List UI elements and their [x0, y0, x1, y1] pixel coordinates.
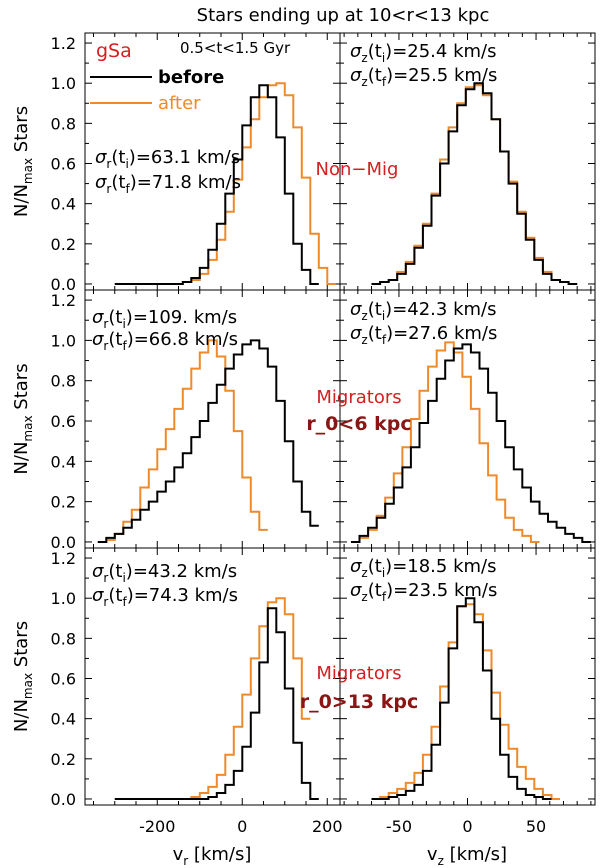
- y-axis-label: N/Nmax Stars: [11, 363, 35, 474]
- x-tick-label: 200: [312, 817, 343, 836]
- sigma-ti-annotation: σr(ti)=43.2 km/s: [92, 561, 237, 585]
- y-tick-label: 0.4: [51, 710, 76, 729]
- y-tick-label: 0.4: [51, 452, 76, 471]
- hist-before-2-left: [114, 607, 319, 800]
- legend-after-label: after: [158, 93, 201, 114]
- y-tick-label: 1.0: [51, 331, 76, 350]
- sigma-ti-annotation: σz(ti)=18.5 km/s: [350, 556, 496, 580]
- y-tick-label: 0.8: [51, 372, 76, 391]
- y-tick-label: 0.0: [51, 533, 76, 552]
- y-tick-label: 0.6: [51, 155, 76, 174]
- y-tick-label: 0.2: [51, 493, 76, 512]
- sigma-tf-annotation: σr(tf)=74.3 km/s: [92, 585, 238, 609]
- row-sublabel: r_0<6 kpc: [306, 413, 411, 435]
- legend-model-label: gSa: [96, 40, 132, 62]
- y-tick-label: 1.2: [51, 291, 76, 310]
- panel-0-right: [339, 32, 596, 291]
- x-axis-label-vz: vz [km/s]: [427, 844, 507, 868]
- sigma-ti-annotation: σr(ti)=109. km/s: [92, 307, 237, 331]
- hist-before-1-left: [97, 339, 319, 543]
- x-tick-label: 0: [237, 817, 247, 836]
- y-axis-label: N/Nmax Stars: [11, 621, 35, 732]
- y-tick-label: 0.2: [51, 750, 76, 769]
- y-tick-label: 0.8: [51, 629, 76, 648]
- row-sublabel: r_0>13 kpc: [300, 691, 419, 713]
- y-tick-label: 0.8: [51, 114, 76, 133]
- y-tick-label: 0.4: [51, 195, 76, 214]
- legend-before-label: before: [158, 67, 224, 88]
- figure-title: Stars ending up at 10<r<13 kpc: [197, 5, 490, 26]
- y-tick-label: 0.0: [51, 790, 76, 809]
- sigma-tf-annotation: σz(tf)=25.5 km/s: [350, 65, 497, 89]
- x-tick-label: 0: [462, 817, 472, 836]
- sigma-tf-annotation: σz(tf)=27.6 km/s: [350, 323, 497, 347]
- panel-2-right: [339, 547, 596, 806]
- y-tick-label: 0.6: [51, 412, 76, 431]
- hist-after-0-right: [371, 84, 578, 285]
- sigma-tf-annotation: σz(tf)=23.5 km/s: [350, 580, 497, 604]
- sigma-tf-annotation: σr(tf)=66.8 km/s: [92, 329, 238, 353]
- hist-before-0-left: [114, 84, 319, 285]
- y-tick-label: 0.6: [51, 670, 76, 689]
- hist-after-1-left: [97, 339, 268, 543]
- row-label: Migrators: [316, 387, 401, 408]
- x-tick-label: -200: [139, 817, 175, 836]
- y-axis-label: N/Nmax Stars: [11, 106, 35, 217]
- y-tick-label: 0.0: [51, 275, 76, 294]
- y-tick-label: 1.2: [51, 549, 76, 568]
- sigma-ti-annotation: σz(ti)=42.3 km/s: [350, 299, 496, 323]
- hist-before-0-right: [371, 82, 578, 285]
- y-tick-label: 1.0: [51, 589, 76, 608]
- x-tick-label: 50: [526, 817, 546, 836]
- hist-before-2-right: [371, 597, 552, 800]
- x-axis-label-vr: vr [km/s]: [173, 844, 252, 868]
- sigma-ti-annotation: σr(ti)=63.1 km/s: [95, 147, 240, 171]
- hist-after-2-left: [114, 597, 311, 800]
- legend-time-range: 0.5<t<1.5 Gyr: [180, 39, 291, 57]
- row-label: Migrators: [316, 663, 401, 684]
- sigma-tf-annotation: σr(tf)=71.8 km/s: [95, 172, 241, 196]
- y-tick-label: 0.2: [51, 235, 76, 254]
- y-tick-label: 1.0: [51, 74, 76, 93]
- sigma-ti-annotation: σz(ti)=25.4 km/s: [350, 41, 496, 65]
- row-label: Non−Mig: [316, 159, 399, 180]
- hist-before-1-right: [351, 343, 591, 543]
- y-tick-label: 1.2: [51, 34, 76, 53]
- x-tick-label: -50: [386, 817, 412, 836]
